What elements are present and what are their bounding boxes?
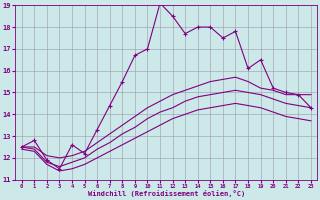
X-axis label: Windchill (Refroidissement éolien,°C): Windchill (Refroidissement éolien,°C) (88, 190, 245, 197)
